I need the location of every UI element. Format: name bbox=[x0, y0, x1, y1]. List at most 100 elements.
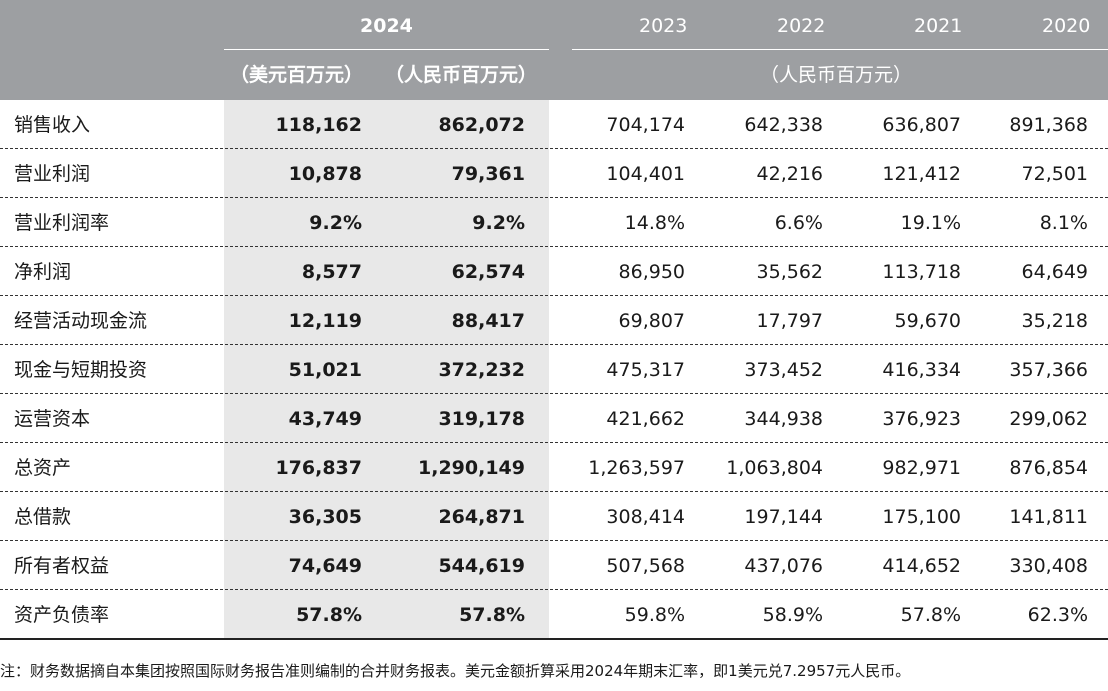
table-row: 营业利润 10,878 79,361 104,401 42,216 121,41… bbox=[0, 149, 1108, 198]
cell-2023: 704,174 bbox=[606, 114, 685, 136]
cell-usd-2024: 51,021 bbox=[288, 359, 362, 381]
row-label: 资产负债率 bbox=[14, 604, 110, 626]
cell-rmb-2024: 62,574 bbox=[451, 261, 525, 283]
cell-2023: 86,950 bbox=[618, 261, 685, 283]
cell-usd-2024: 118,162 bbox=[275, 114, 362, 136]
cell-2020: 141,811 bbox=[1009, 506, 1088, 528]
cell-rmb-2024: 88,417 bbox=[451, 310, 525, 332]
header-divider-history bbox=[572, 49, 1108, 50]
header-year-2020: 2020 bbox=[1042, 15, 1091, 37]
header-divider-2024 bbox=[224, 49, 549, 50]
cell-2020: 35,218 bbox=[1021, 310, 1088, 332]
row-separator bbox=[0, 295, 1108, 296]
row-label: 运营资本 bbox=[14, 408, 91, 430]
row-separator bbox=[0, 393, 1108, 394]
cell-2022: 373,452 bbox=[744, 359, 823, 381]
cell-rmb-2024: 79,361 bbox=[451, 163, 525, 185]
cell-usd-2024: 9.2% bbox=[309, 212, 362, 234]
table-row: 总资产 176,837 1,290,149 1,263,597 1,063,80… bbox=[0, 443, 1108, 492]
table-row: 营业利润率 9.2% 9.2% 14.8% 6.6% 19.1% 8.1% bbox=[0, 198, 1108, 247]
cell-2023: 59.8% bbox=[624, 604, 685, 626]
cell-usd-2024: 43,749 bbox=[288, 408, 362, 430]
row-separator bbox=[0, 246, 1108, 247]
cell-2022: 35,562 bbox=[756, 261, 823, 283]
cell-2021: 175,100 bbox=[882, 506, 961, 528]
row-separator bbox=[0, 344, 1108, 345]
cell-2022: 197,144 bbox=[744, 506, 823, 528]
cell-2020: 330,408 bbox=[1009, 555, 1088, 577]
cell-2021: 19.1% bbox=[900, 212, 961, 234]
cell-2021: 113,718 bbox=[882, 261, 961, 283]
cell-2020: 62.3% bbox=[1027, 604, 1088, 626]
row-label: 总资产 bbox=[14, 457, 72, 479]
table-row: 销售收入 118,162 862,072 704,174 642,338 636… bbox=[0, 100, 1108, 149]
cell-2023: 308,414 bbox=[606, 506, 685, 528]
cell-usd-2024: 176,837 bbox=[275, 457, 362, 479]
cell-rmb-2024: 544,619 bbox=[438, 555, 525, 577]
table-row: 资产负债率 57.8% 57.8% 59.8% 58.9% 57.8% 62.3… bbox=[0, 590, 1108, 640]
cell-2023: 475,317 bbox=[606, 359, 685, 381]
row-separator bbox=[0, 491, 1108, 492]
cell-2020: 64,649 bbox=[1021, 261, 1088, 283]
row-label: 营业利润 bbox=[14, 163, 91, 185]
cell-2021: 636,807 bbox=[882, 114, 961, 136]
row-label: 总借款 bbox=[14, 506, 72, 528]
cell-usd-2024: 10,878 bbox=[288, 163, 362, 185]
cell-2021: 414,652 bbox=[882, 555, 961, 577]
table-row: 运营资本 43,749 319,178 421,662 344,938 376,… bbox=[0, 394, 1108, 443]
table-row: 净利润 8,577 62,574 86,950 35,562 113,718 6… bbox=[0, 247, 1108, 296]
table-row: 现金与短期投资 51,021 372,232 475,317 373,452 4… bbox=[0, 345, 1108, 394]
table-row: 所有者权益 74,649 544,619 507,568 437,076 414… bbox=[0, 541, 1108, 590]
cell-2020: 8.1% bbox=[1039, 212, 1088, 234]
header-year-2024: 2024 bbox=[360, 15, 413, 37]
row-separator bbox=[0, 197, 1108, 198]
cell-2020: 891,368 bbox=[1009, 114, 1088, 136]
cell-2021: 121,412 bbox=[882, 163, 961, 185]
cell-2021: 416,334 bbox=[882, 359, 961, 381]
cell-2020: 876,854 bbox=[1009, 457, 1088, 479]
cell-2020: 299,062 bbox=[1009, 408, 1088, 430]
table-header: 2024 2023 2022 2021 2020 （美元百万元） （人民币百万元… bbox=[0, 0, 1108, 100]
cell-rmb-2024: 9.2% bbox=[472, 212, 525, 234]
row-label: 净利润 bbox=[14, 261, 72, 283]
cell-usd-2024: 57.8% bbox=[296, 604, 362, 626]
cell-rmb-2024: 264,871 bbox=[438, 506, 525, 528]
cell-usd-2024: 8,577 bbox=[301, 261, 362, 283]
cell-usd-2024: 36,305 bbox=[288, 506, 362, 528]
row-separator bbox=[0, 589, 1108, 590]
cell-usd-2024: 12,119 bbox=[288, 310, 362, 332]
header-unit-usd: （美元百万元） bbox=[230, 64, 364, 86]
table-row: 经营活动现金流 12,119 88,417 69,807 17,797 59,6… bbox=[0, 296, 1108, 345]
cell-rmb-2024: 319,178 bbox=[438, 408, 525, 430]
cell-2022: 17,797 bbox=[756, 310, 823, 332]
cell-2023: 14.8% bbox=[624, 212, 685, 234]
header-unit-rmb: （人民币百万元） bbox=[385, 64, 538, 86]
cell-2020: 357,366 bbox=[1009, 359, 1088, 381]
cell-rmb-2024: 57.8% bbox=[459, 604, 525, 626]
header-unit-rmb-history: （人民币百万元） bbox=[760, 64, 913, 86]
cell-usd-2024: 74,649 bbox=[288, 555, 362, 577]
cell-2023: 69,807 bbox=[618, 310, 685, 332]
cell-2022: 6.6% bbox=[774, 212, 823, 234]
row-separator bbox=[0, 148, 1108, 149]
cell-2022: 1,063,804 bbox=[726, 457, 823, 479]
cell-2023: 421,662 bbox=[606, 408, 685, 430]
row-label: 营业利润率 bbox=[14, 212, 110, 234]
row-separator bbox=[0, 442, 1108, 443]
cell-rmb-2024: 372,232 bbox=[438, 359, 525, 381]
cell-2021: 59,670 bbox=[894, 310, 961, 332]
footnote: 注：财务数据摘自本集团按照国际财务报告准则编制的合并财务报表。美元金额折算采用2… bbox=[0, 662, 911, 680]
cell-2022: 42,216 bbox=[756, 163, 823, 185]
cell-2022: 58.9% bbox=[762, 604, 823, 626]
cell-2020: 72,501 bbox=[1021, 163, 1088, 185]
header-year-2021: 2021 bbox=[914, 15, 963, 37]
row-separator bbox=[0, 540, 1108, 541]
header-year-2022: 2022 bbox=[777, 15, 826, 37]
cell-2023: 104,401 bbox=[606, 163, 685, 185]
cell-2023: 1,263,597 bbox=[588, 457, 685, 479]
cell-2022: 642,338 bbox=[744, 114, 823, 136]
column-2024-highlight bbox=[224, 100, 549, 639]
row-label: 经营活动现金流 bbox=[14, 310, 148, 332]
row-label: 销售收入 bbox=[14, 114, 91, 136]
cell-rmb-2024: 1,290,149 bbox=[418, 457, 525, 479]
